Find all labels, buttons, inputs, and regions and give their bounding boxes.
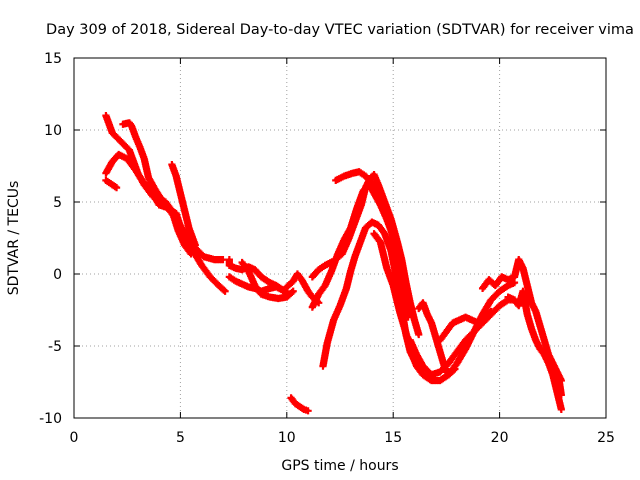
series-track-a: [102, 112, 227, 264]
data-point: [289, 287, 297, 295]
data-point: [451, 365, 459, 373]
y-axis-title: SDTVAR / TECUs: [6, 181, 22, 296]
y-tick-label: 5: [53, 195, 62, 211]
series-track-q: [436, 307, 495, 344]
series-track-h: [238, 258, 297, 303]
axis-ticks: 0 5 10 15 20 25 -10 -5 0 5 10 15: [39, 51, 615, 446]
data-point: [187, 250, 195, 258]
data-series: [102, 112, 565, 415]
series-track-u: [287, 394, 312, 415]
series-track-p: [415, 299, 459, 379]
x-tick-label: 0: [70, 430, 79, 446]
plot-frame: [73, 57, 607, 419]
data-point: [191, 241, 199, 249]
x-tick-label: 15: [384, 430, 402, 446]
series-track-d: [119, 119, 195, 258]
data-point: [219, 256, 227, 264]
series-track-t: [551, 368, 565, 399]
x-axis-title: GPS time / hours: [281, 458, 398, 474]
series-track-r: [478, 256, 565, 385]
data-marker: [450, 366, 458, 374]
x-tick-label: 10: [278, 430, 296, 446]
data-point: [112, 184, 121, 192]
x-tick-label: 25: [597, 430, 615, 446]
data-point: [557, 391, 565, 399]
data-point: [281, 287, 289, 295]
x-tick-label: 5: [176, 430, 185, 446]
data-marker: [486, 308, 494, 317]
data-point: [221, 287, 229, 295]
y-tick-label: -5: [48, 339, 62, 355]
y-tick-label: 0: [53, 267, 62, 283]
data-point: [487, 307, 495, 316]
data-point: [304, 407, 312, 415]
gridlines: [74, 58, 606, 418]
series-track-e: [168, 160, 199, 249]
y-tick-label: 15: [44, 51, 62, 67]
series-track-c: [102, 176, 121, 192]
chart-title: Day 309 of 2018, Sidereal Day-to-day VTE…: [46, 22, 634, 38]
y-tick-label: 10: [44, 123, 62, 139]
data-point: [557, 405, 565, 413]
y-tick-label: -10: [39, 411, 62, 427]
data-marker: [288, 288, 296, 297]
x-tick-label: 20: [491, 430, 509, 446]
data-point: [415, 330, 423, 339]
data-marker: [220, 286, 228, 294]
series-track-b: [102, 150, 229, 295]
